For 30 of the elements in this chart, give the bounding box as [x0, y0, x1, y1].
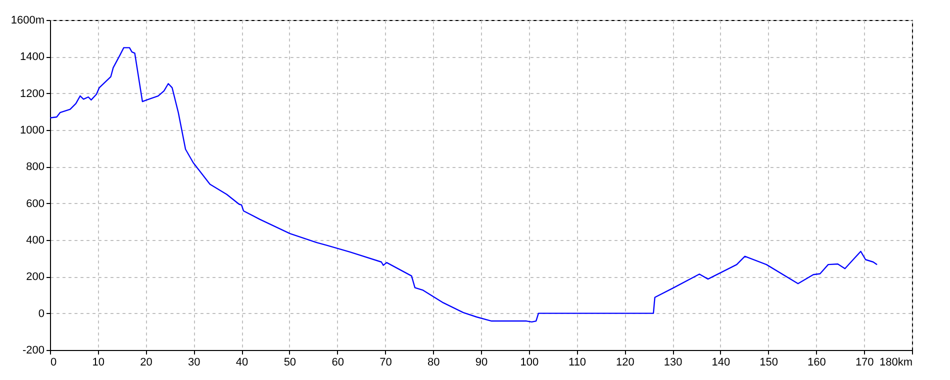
y-tick-label: 1200	[20, 88, 44, 100]
y-tick-label: 1000	[20, 124, 44, 136]
x-tick-label: 30	[188, 356, 200, 368]
x-tick-label: 40	[236, 356, 248, 368]
x-tick-label: 0	[50, 356, 57, 368]
x-tick-label: 100	[520, 356, 539, 368]
y-tick-label: 600	[26, 198, 44, 210]
x-tick-label: 20	[140, 356, 152, 368]
x-tick-label: 110	[568, 356, 586, 368]
x-tick-label: 50	[284, 356, 296, 368]
y-tick-label: 200	[26, 271, 44, 284]
x-tick-label: 70	[380, 356, 392, 368]
y-tick-label: 0	[38, 308, 44, 320]
y-tick-label: 1600m	[10, 14, 44, 26]
y-tick-label: -200	[22, 344, 44, 356]
line-series	[50, 47, 878, 323]
x-tick-label: 140	[712, 356, 730, 368]
x-tick-label: 10	[92, 356, 105, 368]
x-tick-label: 90	[475, 356, 488, 368]
x-tick-label: 170	[855, 356, 874, 368]
x-tick-label: 60	[332, 356, 344, 368]
y-tick-label: 1400	[20, 51, 44, 64]
x-tick-label: 130	[664, 356, 682, 368]
x-tick-label: 180km	[879, 356, 912, 368]
x-tick-label: 120	[616, 356, 634, 368]
x-tick-label: 150	[760, 356, 778, 368]
x-tick-label: 80	[427, 356, 440, 368]
y-tick-label: 800	[26, 161, 44, 174]
x-tick-label: 160	[808, 356, 826, 368]
y-tick-label: 400	[26, 234, 44, 246]
